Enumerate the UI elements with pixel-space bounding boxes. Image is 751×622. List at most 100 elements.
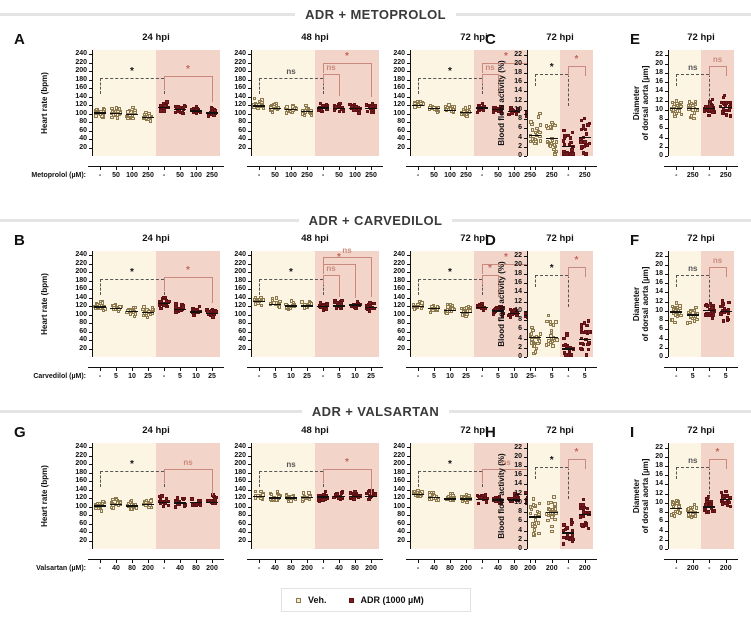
y-tick-label: 220 bbox=[393, 452, 405, 459]
mean-line bbox=[333, 305, 345, 307]
data-point bbox=[578, 503, 583, 507]
bracket-leg bbox=[568, 459, 570, 469]
mean-line bbox=[206, 501, 218, 503]
y-tick-label: 80 bbox=[397, 319, 405, 326]
x-tick bbox=[275, 560, 276, 564]
adr-band bbox=[156, 443, 220, 549]
y-tick-label: 200 bbox=[393, 268, 405, 275]
y-tick-label: 40 bbox=[397, 336, 405, 343]
significance-star-label: * bbox=[130, 66, 134, 77]
y-tick-label: 160 bbox=[393, 84, 405, 91]
y-tick-label: 220 bbox=[393, 59, 405, 66]
y-tick bbox=[247, 340, 251, 341]
data-point bbox=[689, 114, 694, 118]
sm-y-axis-line bbox=[668, 443, 669, 549]
data-point bbox=[530, 522, 535, 526]
significance-ns-label: ns bbox=[286, 67, 296, 76]
y-tick-label: 6 bbox=[518, 517, 522, 524]
y-tick bbox=[406, 298, 410, 299]
y-tick bbox=[523, 503, 527, 504]
data-point bbox=[586, 526, 591, 531]
significance-star-label: * bbox=[504, 252, 508, 263]
panel-letter-I: I bbox=[630, 424, 635, 441]
bracket-leg bbox=[482, 264, 483, 274]
mean-line bbox=[578, 137, 591, 139]
x-tick-label: 200 bbox=[142, 565, 154, 572]
x-tick-label: 5 bbox=[723, 373, 728, 380]
y-tick bbox=[88, 464, 92, 465]
data-point bbox=[693, 502, 697, 507]
significance-bracket bbox=[568, 267, 585, 268]
data-point bbox=[570, 540, 575, 544]
y-tick-label: 160 bbox=[234, 477, 246, 484]
section-rule-right bbox=[452, 218, 751, 222]
significance-bracket bbox=[568, 66, 585, 67]
y-tick bbox=[247, 122, 251, 123]
x-axis-line bbox=[523, 559, 597, 561]
significance-bracket bbox=[709, 459, 726, 460]
y-tick-label: 220 bbox=[234, 452, 246, 459]
data-point bbox=[447, 103, 451, 107]
y-tick-label: 160 bbox=[75, 84, 87, 91]
hr-y-axis-line bbox=[92, 251, 93, 357]
x-tick-label: - bbox=[416, 565, 420, 572]
y-tick-label: 12 bbox=[655, 490, 663, 497]
data-point bbox=[546, 139, 550, 144]
y-tick bbox=[523, 256, 527, 257]
significance-bracket bbox=[535, 275, 569, 276]
y-tick-label: 120 bbox=[75, 101, 87, 108]
x-tick-label: 250 bbox=[578, 172, 591, 179]
x-axis-line bbox=[247, 367, 383, 369]
bracket-leg bbox=[709, 74, 711, 106]
data-point bbox=[483, 493, 488, 497]
y-tick-label: 14 bbox=[514, 288, 522, 295]
y-tick bbox=[523, 64, 527, 65]
y-axis-label-line1: Diameter bbox=[632, 85, 641, 121]
data-point bbox=[686, 104, 691, 108]
x-tick-label: 200 bbox=[206, 565, 218, 572]
mean-line bbox=[412, 104, 424, 107]
y-tick-label: 16 bbox=[655, 279, 663, 286]
x-tick bbox=[212, 560, 213, 564]
data-point bbox=[580, 330, 584, 335]
y-tick-label: 14 bbox=[655, 288, 663, 295]
bracket-leg bbox=[323, 469, 324, 483]
data-point bbox=[534, 503, 538, 508]
y-tick-label: 120 bbox=[75, 494, 87, 501]
y-tick-label: 20 bbox=[397, 537, 405, 544]
subplot-title: 72 hpi bbox=[687, 233, 715, 244]
data-point bbox=[546, 313, 550, 318]
y-tick bbox=[247, 281, 251, 282]
data-point bbox=[211, 315, 215, 319]
data-point bbox=[365, 109, 370, 114]
mean-line bbox=[703, 309, 716, 312]
x-tick-label: 80 bbox=[128, 565, 136, 572]
data-point bbox=[482, 307, 486, 312]
y-tick-label: 16 bbox=[514, 471, 522, 478]
data-point bbox=[321, 309, 326, 313]
data-point bbox=[553, 123, 557, 128]
y-tick bbox=[406, 340, 410, 341]
x-tick bbox=[180, 560, 181, 564]
data-point bbox=[545, 124, 549, 128]
x-tick-label: - bbox=[675, 172, 678, 179]
x-tick-label: 50 bbox=[335, 172, 343, 179]
y-tick-label: 18 bbox=[514, 69, 522, 76]
y-tick bbox=[406, 481, 410, 482]
significance-ns-label: ns bbox=[326, 63, 336, 72]
data-point bbox=[449, 303, 453, 307]
y-tick bbox=[523, 484, 527, 485]
y-tick-label: 4 bbox=[659, 527, 663, 534]
mean-line bbox=[190, 311, 202, 313]
y-tick-label: 4 bbox=[659, 134, 663, 141]
y-tick-label: 2 bbox=[518, 143, 522, 150]
data-point bbox=[133, 110, 137, 115]
veh-band bbox=[92, 50, 156, 156]
legend-item-label: ADR (1000 µM) bbox=[360, 595, 424, 605]
bracket-leg bbox=[323, 74, 324, 84]
y-tick-label: 22 bbox=[655, 444, 663, 451]
data-point bbox=[214, 495, 219, 500]
significance-ns-label: ns bbox=[712, 55, 723, 64]
data-point bbox=[460, 499, 465, 504]
significance-bracket bbox=[164, 76, 212, 77]
